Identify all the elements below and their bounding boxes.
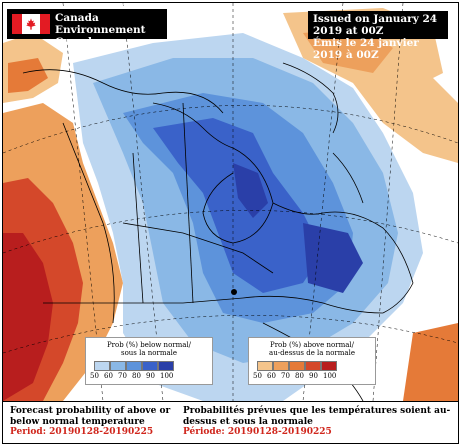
legend-below-swatch-1 [110,361,126,371]
canada-flag-icon [12,14,50,34]
legend-above-swatch-4 [321,361,337,371]
agency-header: Environment Canada Environnement Canada [7,3,167,48]
legend-above-swatch-2 [289,361,305,371]
below-legend-ticks: 50 60 70 80 90 100 [90,372,212,380]
above-normal-west-core [3,233,53,401]
below-normal-hudson-strong [233,163,268,218]
legend-below-tick-1: 60 [104,372,113,380]
below-normal-legend: Prob (%) below normal/ sous la normale 5… [85,337,213,385]
legend-below-tick-5: 100 [160,372,174,380]
below-normal-core [153,118,323,293]
below-legend-title-en: Prob (%) below normal/ [106,341,192,349]
above-normal-alaska-inner [8,58,48,93]
temperature-probability-map [3,3,458,401]
above-legend-title-fr: au-dessus de la normale [269,349,355,357]
legend-below-swatch-3 [142,361,158,371]
above-legend-ticks: 50 60 70 80 90 100 [253,372,375,380]
legend-above-tick-2: 70 [281,372,290,380]
org-name-fr: Environnement Canada [55,24,146,48]
issued-en: Issued on January 24 2019 at 00Z [313,13,438,37]
legend-below-tick-3: 80 [132,372,141,380]
footer-title-fr: Probabilités prévues que les température… [183,406,451,427]
footer-title-en: Forecast probability of above or below n… [10,406,171,427]
below-legend-swatches [94,361,206,371]
legend-below-tick-2: 70 [118,372,127,380]
ottawa-marker [231,289,237,295]
above-normal-legend: Prob (%) above normal/ au-dessus de la n… [248,337,376,385]
footer-french: Probabilités prévues que les température… [183,406,453,438]
above-legend-title-en: Prob (%) above normal/ [270,341,354,349]
legend-below-swatch-2 [126,361,142,371]
legend-above-tick-0: 50 [253,372,262,380]
legend-above-swatch-3 [305,361,321,371]
above-normal-southeast [403,323,458,401]
footer-period-en: Period: 20190128-20190225 [10,427,154,437]
coastlines [22,62,414,401]
legend-above-tick-4: 90 [309,372,318,380]
legend-above-tick-3: 80 [295,372,304,380]
legend-below-tick-0: 50 [90,372,99,380]
above-normal-northeast-inner [303,28,393,73]
footer-english: Forecast probability of above or below n… [10,406,180,438]
legend-above-swatch-1 [273,361,289,371]
footer: Forecast probability of above or below n… [3,401,458,443]
grid-lines [3,3,458,401]
issue-date-header: Issued on January 24 2019 at 00Z Émis le… [308,11,448,61]
legend-above-swatch-0 [257,361,273,371]
below-normal-quebec [303,223,363,293]
legend-above-tick-1: 60 [267,372,276,380]
legend-above-tick-5: 100 [323,372,337,380]
issued-fr: Émis le 24 janvier 2019 à 00Z [313,37,419,61]
above-legend-swatches [257,361,369,371]
legend-below-swatch-4 [158,361,174,371]
footer-period-fr: Période: 20190128-20190225 [183,427,332,437]
legend-below-tick-4: 90 [146,372,155,380]
legend-below-swatch-0 [94,361,110,371]
above-normal-greenland [353,78,458,163]
below-legend-title-fr: sous la normale [120,349,178,357]
org-name-en: Environment Canada [55,2,132,24]
